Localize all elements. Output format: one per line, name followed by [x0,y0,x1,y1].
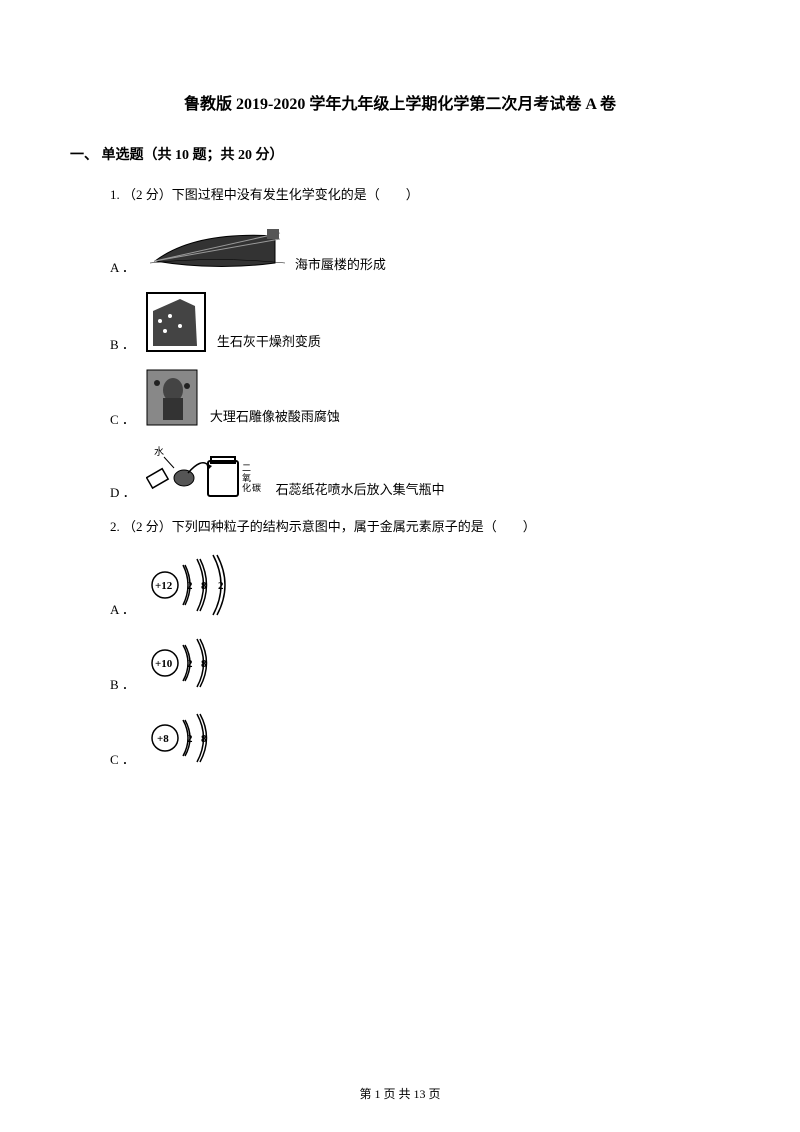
option-text: 石蕊纸花喷水后放入集气瓶中 [276,479,445,501]
question-1-stem: 1. （2 分）下图过程中没有发生化学变化的是（ ） [110,184,700,203]
svg-text:2: 2 [187,733,193,745]
svg-text:8: 8 [201,580,207,592]
q1-option-a: A ． 海市蜃楼的形成 [110,221,700,276]
svg-text:2: 2 [187,658,193,670]
svg-text:二: 二 [242,463,251,473]
option-text: 生石灰干燥剂变质 [217,331,321,353]
option-label: A ． [110,599,135,618]
q2-option-c: C ． +8 2 8 [110,708,700,768]
option-label: C ． [110,749,135,768]
q1-option-b: B ． 生石灰干燥剂变质 [110,291,700,353]
marble-statue-image [145,368,200,428]
option-label: B ． [110,334,135,353]
svg-text:化: 化 [242,482,251,493]
page-footer: 第 1 页 共 13 页 [0,1085,800,1102]
desiccant-image [145,291,207,353]
option-label: A ． [110,257,135,276]
option-text: 大理石雕像被酸雨腐蚀 [210,406,340,428]
svg-text:8: 8 [201,733,207,745]
svg-text:8: 8 [201,658,207,670]
option-text: 海市蜃楼的形成 [295,254,386,276]
svg-text:2: 2 [218,580,224,592]
svg-text:+10: +10 [155,658,173,670]
option-label: B ． [110,674,135,693]
option-label: C ． [110,409,135,428]
q2-option-b: B ． +10 2 8 [110,633,700,693]
option-label: D ． [110,482,136,501]
svg-text:+8: +8 [157,733,169,745]
svg-text:氧: 氧 [242,472,251,483]
svg-text:2: 2 [187,580,193,592]
svg-text:碳: 碳 [252,482,261,493]
svg-text:+12: +12 [155,580,173,592]
svg-text:水: 水 [154,446,164,458]
atom-diagram-c: +8 2 8 [145,708,240,768]
q1-option-c: C ． 大理石雕像被酸雨腐蚀 [110,368,700,428]
page-title: 鲁教版 2019-2020 学年九年级上学期化学第二次月考试卷 A 卷 [100,90,700,114]
q2-option-a: A ． +12 2 8 2 [110,553,700,618]
atom-diagram-a: +12 2 8 2 [145,553,250,618]
litmus-jar-image: 水 二 氧 化 碳 [146,443,266,501]
mirage-image [145,221,285,276]
q1-option-d: D ． 水 二 氧 化 碳 石蕊纸花喷水后放入集气瓶中 [110,443,700,501]
section-header: 一、 单选题（共 10 题；共 20 分） [70,144,700,164]
atom-diagram-b: +10 2 8 [145,633,240,693]
question-2-stem: 2. （2 分）下列四种粒子的结构示意图中，属于金属元素原子的是（ ） [110,516,700,535]
